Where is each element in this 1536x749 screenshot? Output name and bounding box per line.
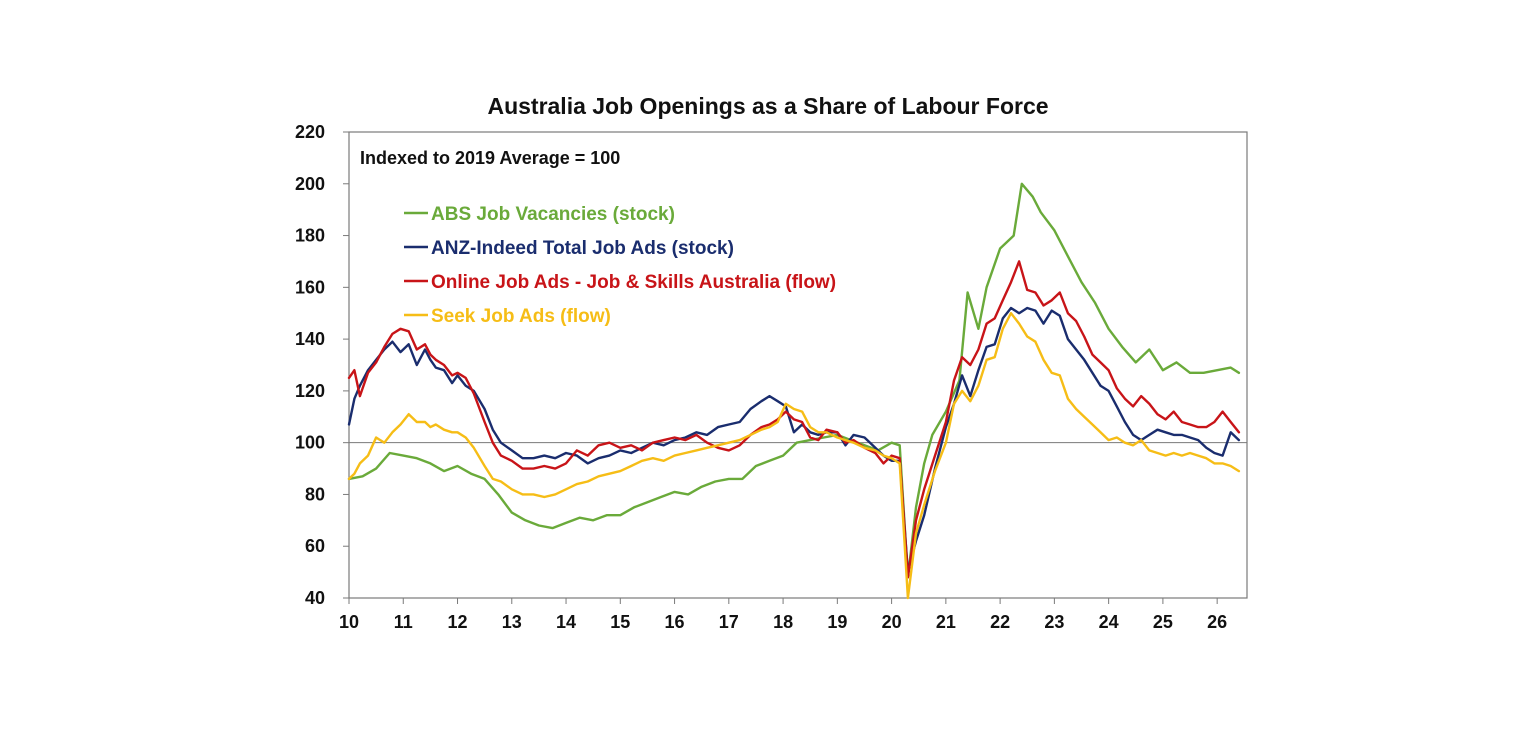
y-tick-label: 100 — [295, 433, 325, 453]
series-line-1 — [347, 182, 1241, 579]
y-tick-label: 200 — [295, 174, 325, 194]
legend: ABS Job Vacancies (stock) ANZ-Indeed Tota… — [404, 204, 836, 327]
x-tick-label: 26 — [1207, 612, 1227, 632]
y-tick-label: 40 — [305, 588, 325, 608]
x-tick-label: 15 — [610, 612, 630, 632]
x-tick-label: 21 — [936, 612, 956, 632]
series-line-4 — [347, 312, 1241, 600]
y-tick-label: 140 — [295, 329, 325, 349]
x-tick-label: 24 — [1099, 612, 1119, 632]
y-tick-label: 180 — [295, 226, 325, 246]
x-tick-label: 16 — [665, 612, 685, 632]
y-tick-label: 220 — [295, 122, 325, 142]
x-tick-label: 18 — [773, 612, 793, 632]
x-tick-label: 17 — [719, 612, 739, 632]
legend-label-4: Seek Job Ads (flow) — [431, 306, 611, 327]
x-tick-label: 11 — [394, 612, 413, 632]
chart-subtitle: Indexed to 2019 Average = 100 — [360, 148, 620, 168]
x-tick-label: 23 — [1044, 612, 1064, 632]
legend-label-2: ANZ-Indeed Total Job Ads (stock) — [431, 238, 734, 259]
x-tick-label: 10 — [339, 612, 359, 632]
plot-area — [348, 131, 1248, 599]
y-tick-label: 120 — [295, 381, 325, 401]
x-tick-label: 13 — [502, 612, 522, 632]
y-tick-label: 60 — [305, 536, 325, 556]
series-lines — [347, 182, 1241, 600]
legend-label-3: Online Job Ads - Job & Skills Australia … — [431, 272, 836, 293]
series-line-3 — [347, 260, 1241, 579]
chart-title: Australia Job Openings as a Share of Lab… — [487, 93, 1048, 119]
legend-label-1: ABS Job Vacancies (stock) — [431, 204, 675, 225]
x-tick-label: 14 — [556, 612, 576, 632]
x-tick-label: 12 — [448, 612, 468, 632]
x-axis: 10 11 12 13 14 15 16 17 18 19 20 21 22 23 24 25 26 — [339, 598, 1227, 632]
y-axis: 40 60 80 100 120 140 160 180 200 220 — [295, 122, 349, 608]
x-tick-label: 20 — [882, 612, 902, 632]
y-tick-label: 160 — [295, 277, 325, 297]
x-tick-label: 22 — [990, 612, 1010, 632]
x-tick-label: 25 — [1153, 612, 1173, 632]
y-tick-label: 80 — [305, 484, 325, 504]
x-tick-label: 19 — [827, 612, 847, 632]
